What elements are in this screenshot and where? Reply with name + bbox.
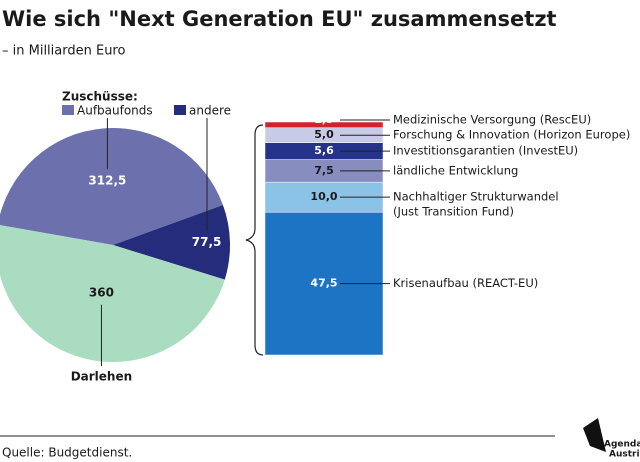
legend-label: Aufbaufonds xyxy=(77,104,153,118)
logo-text: Agenda xyxy=(604,440,640,450)
category-label: Darlehen xyxy=(71,370,132,384)
brace xyxy=(245,124,264,356)
legend-swatch xyxy=(174,105,186,115)
category-label: Investitionsgarantien (InvestEU) xyxy=(393,144,578,158)
logo-mark xyxy=(583,418,606,452)
bar-segment xyxy=(264,121,384,128)
value-label: 10,0 xyxy=(310,190,337,203)
category-label: Forschung & Innovation (Horizon Europe) xyxy=(393,128,630,142)
chart-subtitle: – in Milliarden Euro xyxy=(2,44,125,59)
value-label: 77,5 xyxy=(192,235,222,249)
category-label: ländliche Entwicklung xyxy=(393,163,518,177)
pie-slice xyxy=(0,225,225,362)
value-label: 1,9 xyxy=(314,113,334,126)
value-label: 7,5 xyxy=(314,164,334,177)
logo-text: Austria xyxy=(609,450,640,460)
legend-swatch xyxy=(62,105,74,115)
category-label: Medizinische Versorgung (RescEU) xyxy=(393,113,591,127)
source: Quelle: Budgetdienst. xyxy=(2,446,132,460)
value-label: 5,6 xyxy=(314,144,334,157)
value-label: 47,5 xyxy=(310,277,337,290)
value-label: 312,5 xyxy=(88,173,126,187)
pie-slice xyxy=(113,204,230,280)
category-label: (Just Transition Fund) xyxy=(393,205,514,219)
legend-label: andere xyxy=(189,104,231,118)
value-label: 5,0 xyxy=(314,128,334,141)
pie-slice xyxy=(0,128,223,245)
category-label: Nachhaltiger Strukturwandel xyxy=(393,190,559,204)
legend-title: Zuschüsse: xyxy=(62,90,138,104)
chart-title: Wie sich "Next Generation EU" zusammense… xyxy=(2,7,557,31)
category-label: Krisenaufbau (REACT-EU) xyxy=(393,276,538,290)
value-label: 360 xyxy=(89,285,114,299)
